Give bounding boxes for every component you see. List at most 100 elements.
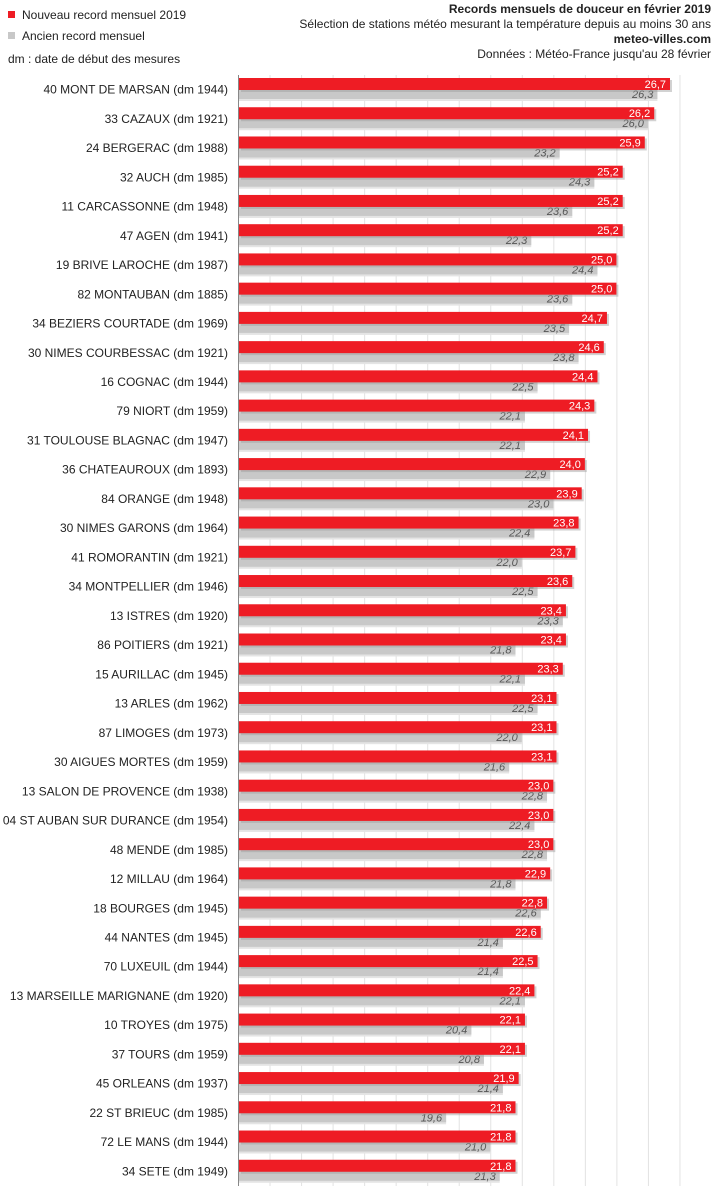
bar-old-value: 21,6 <box>483 761 506 773</box>
bar-new <box>239 1013 525 1026</box>
category-label: 16 COGNAC (dm 1944) <box>101 375 228 389</box>
bar-new <box>239 282 617 295</box>
bar-new-value: 23,9 <box>556 488 577 500</box>
bar-old <box>239 615 563 626</box>
bar-old <box>239 849 548 860</box>
category-label: 45 ORLEANS (dm 1937) <box>96 1077 228 1091</box>
bar-old <box>239 1170 500 1181</box>
bar-new-value: 25,0 <box>591 284 612 296</box>
bar-new <box>239 1042 525 1055</box>
bar-new <box>239 370 598 383</box>
bar-old <box>239 118 648 129</box>
bar-new-value: 23,4 <box>541 605 562 617</box>
bar-new <box>239 808 554 821</box>
legend-new-swatch <box>8 11 15 18</box>
bar-new-value: 26,7 <box>645 79 666 91</box>
bar-old <box>239 1083 503 1094</box>
bar-new <box>239 604 566 617</box>
bar-old-value: 23,0 <box>527 498 550 510</box>
bar-old <box>239 469 551 480</box>
bar-old <box>239 819 535 830</box>
category-label: 79 NIORT (dm 1959) <box>116 404 228 418</box>
bar-new-value: 24,3 <box>569 401 590 413</box>
bar-old-value: 22,1 <box>499 995 521 1007</box>
bar-old <box>239 732 522 743</box>
bar-old-value: 20,4 <box>445 1025 467 1037</box>
bar-new-value: 24,6 <box>578 342 599 354</box>
bar-old-value: 24,4 <box>571 264 593 276</box>
bar-new-value: 25,2 <box>597 225 618 237</box>
bar-old-value: 23,6 <box>546 294 569 306</box>
bar-old-value: 22,1 <box>499 411 521 423</box>
bar-old <box>239 586 538 597</box>
bar-old-value: 22,0 <box>495 557 518 569</box>
bar-old-value: 22,3 <box>505 235 528 247</box>
bar-new-value: 22,8 <box>522 898 543 910</box>
bar-old <box>239 147 560 158</box>
bar-old-value: 21,0 <box>464 1142 487 1154</box>
category-label: 44 NANTES (dm 1945) <box>105 930 228 944</box>
bar-new <box>239 925 541 938</box>
chart-header: Records mensuels de douceur en février 2… <box>299 2 711 62</box>
chart-subtitle: Sélection de stations météo mesurant la … <box>299 17 711 31</box>
bar-old-value: 26,3 <box>631 89 654 101</box>
bar-old-value: 22,4 <box>508 820 530 832</box>
bar-old <box>239 1112 447 1123</box>
category-label: 30 NIMES COURBESSAC (dm 1921) <box>28 346 228 360</box>
bar-old <box>239 352 579 363</box>
bar-new <box>239 955 538 968</box>
bar-old-value: 21,4 <box>476 966 498 978</box>
bar-new <box>239 1130 516 1143</box>
category-label: 12 MILLAU (dm 1964) <box>110 872 228 886</box>
bar-old <box>239 264 598 275</box>
bar-new-value: 25,2 <box>597 196 618 208</box>
bar-new <box>239 838 554 851</box>
category-label: 37 TOURS (dm 1959) <box>112 1047 228 1061</box>
bar-new <box>239 867 551 880</box>
category-label: 11 CARCASSONNE (dm 1948) <box>62 200 229 214</box>
category-label: 33 CAZAUX (dm 1921) <box>105 112 228 126</box>
bar-new <box>239 341 604 354</box>
bar-new-value: 24,0 <box>559 459 580 471</box>
bar-new-value: 23,7 <box>550 547 571 559</box>
bar-old <box>239 381 538 392</box>
bar-old-value: 23,8 <box>552 352 575 364</box>
category-label: 87 LIMOGES (dm 1973) <box>99 726 228 740</box>
bar-old <box>239 176 595 187</box>
bar-old <box>239 995 525 1006</box>
bar-old-value: 22,5 <box>511 703 534 715</box>
bar-old <box>239 410 525 421</box>
bar-old <box>239 235 532 246</box>
bar-new <box>239 107 655 120</box>
bar-new <box>239 399 595 412</box>
category-label: 34 BEZIERS COURTADE (dm 1969) <box>32 317 228 331</box>
category-label: 84 ORANGE (dm 1948) <box>101 492 228 506</box>
bar-new-value: 23,0 <box>528 810 549 822</box>
bar-old <box>239 878 516 889</box>
bar-old <box>239 1053 484 1064</box>
bar-new-value: 24,1 <box>563 430 584 442</box>
bar-new-value: 23,1 <box>531 751 552 763</box>
bar-new <box>239 253 617 266</box>
bar-old-value: 23,3 <box>536 615 559 627</box>
bar-old-value: 22,4 <box>508 528 530 540</box>
category-label: 10 TROYES (dm 1975) <box>104 1018 228 1032</box>
bar-new <box>239 165 623 178</box>
category-label: 47 AGEN (dm 1941) <box>120 229 228 243</box>
bar-old-value: 22,8 <box>521 849 544 861</box>
bar-old-value: 21,3 <box>473 1171 496 1183</box>
category-label: 13 MARSEILLE MARIGNANE (dm 1920) <box>10 989 228 1003</box>
bar-new-value: 23,0 <box>528 781 549 793</box>
category-label: 30 AIGUES MORTES (dm 1959) <box>54 755 228 769</box>
legend-new: Nouveau record mensuel 2019 <box>8 4 186 25</box>
bar-old <box>239 1141 491 1152</box>
bar-old-value: 23,6 <box>546 206 569 218</box>
category-label: 22 ST BRIEUC (dm 1985) <box>90 1106 229 1120</box>
bar-old <box>239 322 570 333</box>
legend-old-label: Ancien record mensuel <box>22 28 145 43</box>
bar-new-value: 22,6 <box>515 927 536 939</box>
bar-new-value: 22,1 <box>500 1015 521 1027</box>
bar-old-value: 22,1 <box>499 440 521 452</box>
bar-new-value: 23,8 <box>553 518 574 530</box>
